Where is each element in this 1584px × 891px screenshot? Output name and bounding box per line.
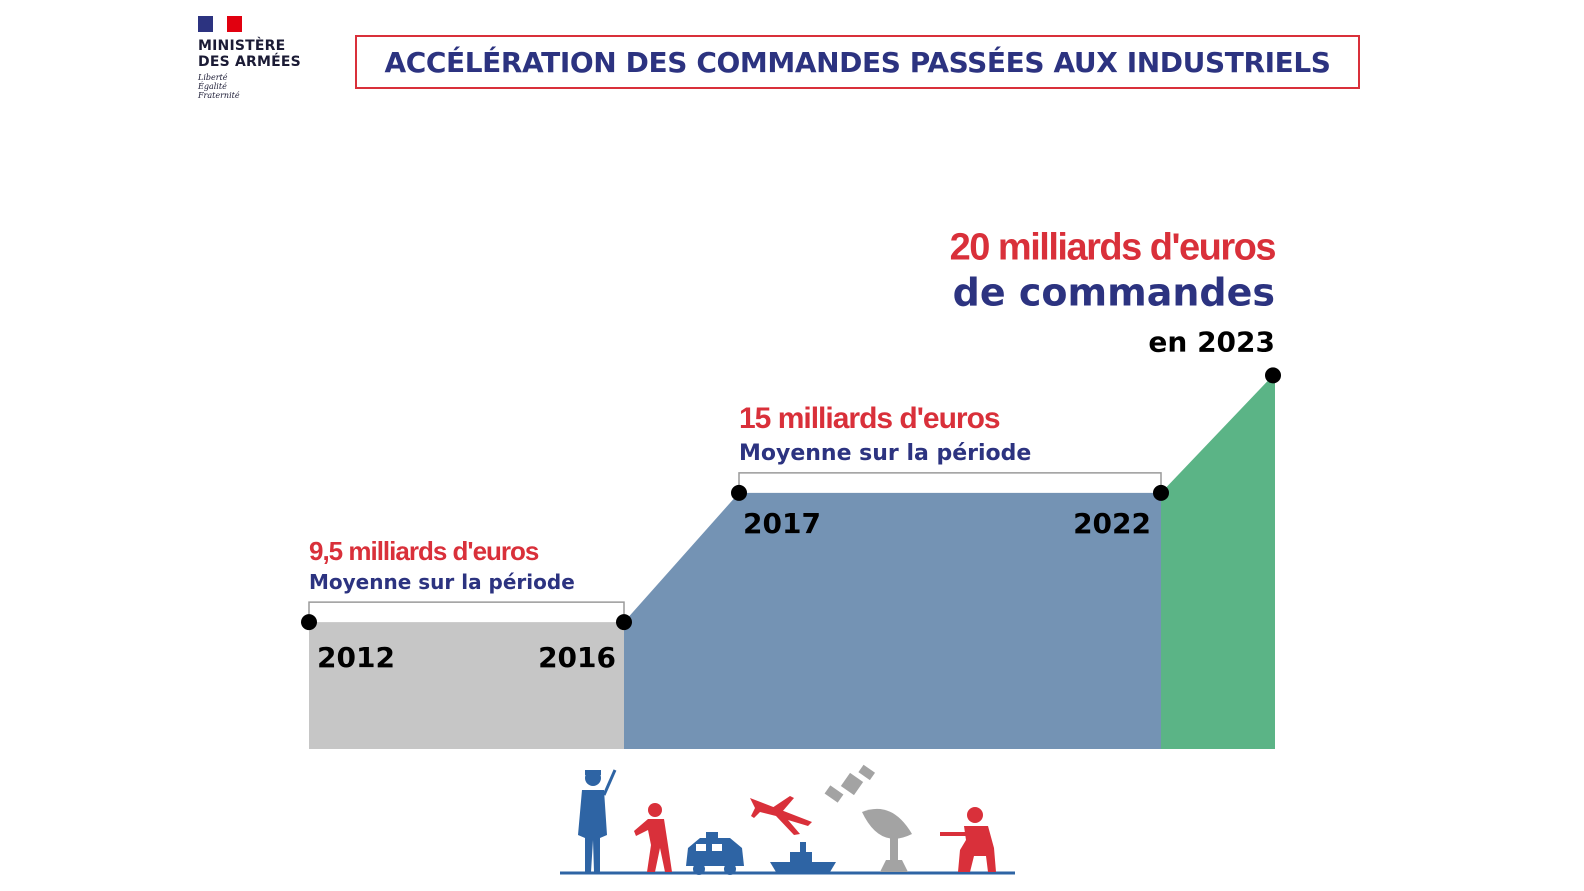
value-label-2023-line3: en 2023 — [1148, 325, 1275, 358]
year-label-2012: 2012 — [317, 641, 395, 674]
bracket-2017-2022 — [738, 472, 1162, 491]
point-2017 — [731, 484, 747, 501]
pictogram-strip — [560, 764, 1015, 875]
flag-red-band — [227, 16, 243, 32]
soldier-icon — [578, 769, 617, 872]
area-period-2023 — [1161, 375, 1275, 749]
radar-dish-icon — [862, 808, 912, 872]
flag-white-band — [212, 16, 228, 32]
value-label-2023-line2: de commandes — [953, 270, 1275, 314]
point-2012 — [301, 614, 317, 631]
page-title: ACCÉLÉRATION DES COMMANDES PASSÉES AUX I… — [384, 45, 1331, 79]
ministry-name-line2: DES ARMÉES — [198, 54, 301, 70]
bracket-2012-2016 — [308, 601, 625, 621]
kneeling-soldier-icon — [940, 807, 996, 872]
ministry-name-line1: MINISTÈRE — [198, 38, 286, 54]
motto-fraternite: Fraternité — [198, 91, 240, 100]
note-label-period-1: Moyenne sur la période — [309, 570, 575, 594]
point-2016 — [616, 614, 632, 631]
value-label-2023: 20 milliards d'euros — [950, 226, 1276, 268]
ship-icon — [770, 842, 836, 872]
republic-motto: Liberté Égalité Fraternité — [198, 73, 328, 100]
armored-vehicle-icon — [686, 832, 744, 875]
point-2022 — [1153, 484, 1169, 501]
runner-icon — [634, 803, 672, 872]
french-flag-icon — [198, 16, 243, 32]
title-box: ACCÉLÉRATION DES COMMANDES PASSÉES AUX I… — [355, 35, 1360, 89]
ministry-name: MINISTÈRE DES ARMÉES — [198, 38, 328, 70]
value-label-period-2: 15 milliards d'euros — [739, 402, 1000, 435]
point-2023 — [1265, 367, 1281, 384]
satellite-icon — [824, 764, 876, 803]
flag-blue-band — [198, 16, 213, 32]
year-label-2017: 2017 — [743, 507, 821, 540]
motto-liberte: Liberté — [198, 73, 228, 82]
motto-egalite: Égalité — [198, 82, 227, 91]
area-period-2017-2022 — [624, 492, 1161, 749]
year-label-2022: 2022 — [1073, 507, 1151, 540]
year-label-2016: 2016 — [538, 641, 616, 674]
ministry-logo: MINISTÈRE DES ARMÉES Liberté Égalité Fra… — [198, 16, 328, 100]
note-label-period-2: Moyenne sur la période — [739, 441, 1031, 466]
value-label-period-1: 9,5 milliards d'euros — [309, 536, 539, 566]
area-period-2012-2016 — [309, 622, 624, 749]
aircraft-icon — [750, 796, 812, 835]
